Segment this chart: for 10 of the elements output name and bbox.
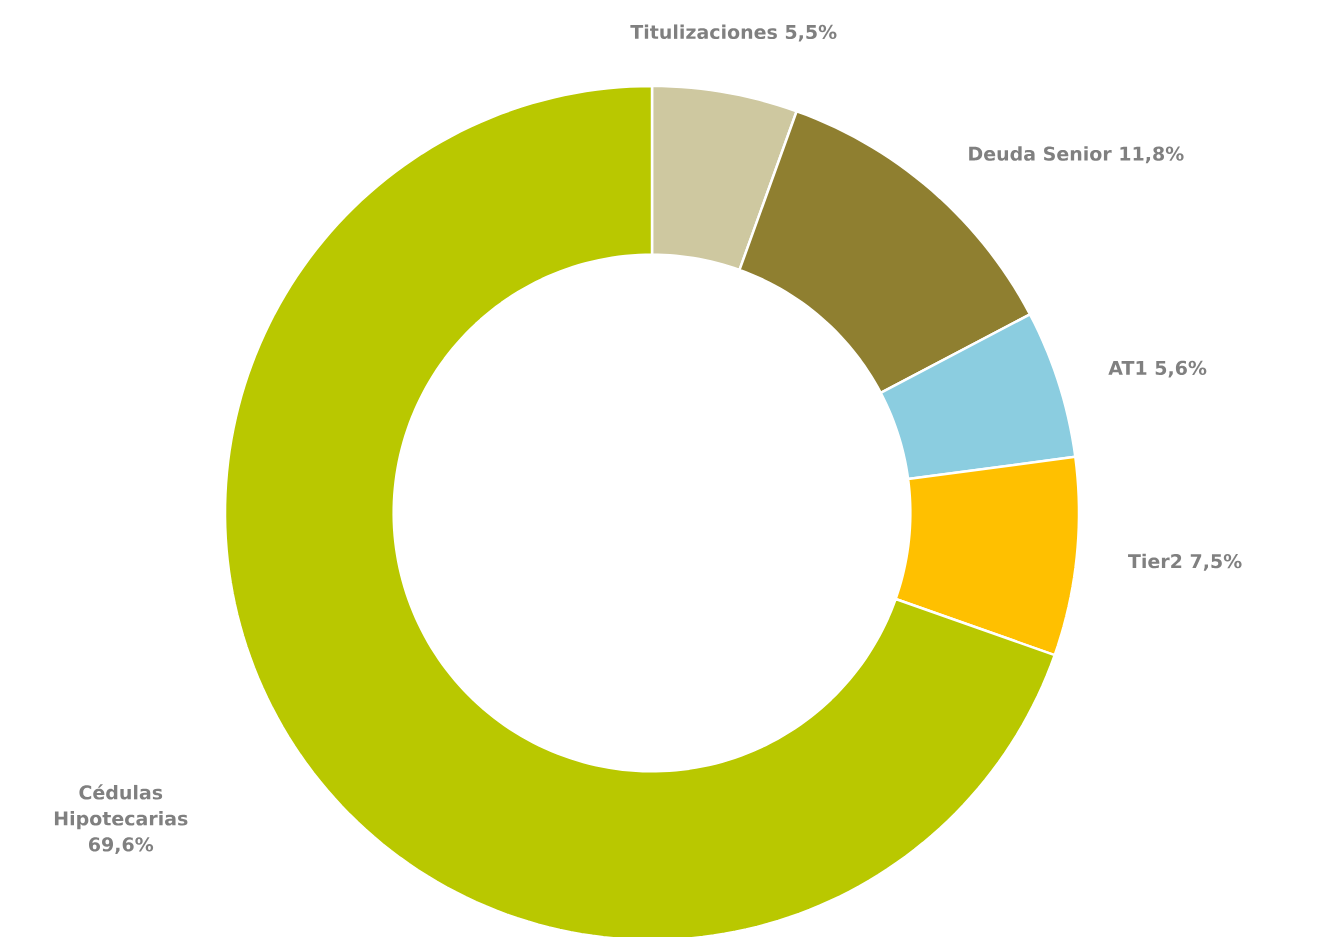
slice-label: Titulizaciones <box>630 24 777 40</box>
data-label: 69,6% <box>88 837 154 855</box>
slice-label: Tier2 <box>1128 553 1182 569</box>
slice-label: AT1 <box>1108 360 1147 375</box>
data-label: 7,5% <box>1190 553 1242 571</box>
data-label: 5,6% <box>1155 360 1207 378</box>
slice-label: Cédulas Hipotecarias <box>54 784 188 830</box>
slice-label: Deuda Senior <box>969 146 1112 161</box>
data-label: 11,8% <box>1120 146 1184 164</box>
data-label: 5,5% <box>785 24 837 42</box>
